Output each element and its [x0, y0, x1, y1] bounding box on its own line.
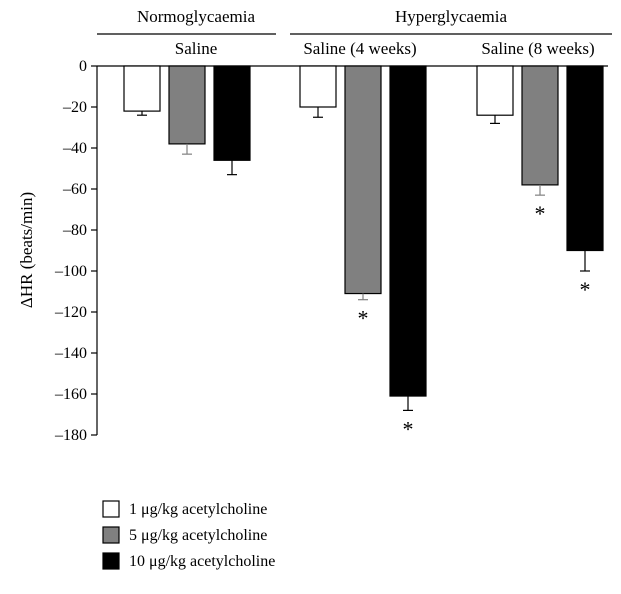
y-axis-label: ΔHR (beats/min): [17, 192, 36, 308]
y-tick-label: –20: [62, 99, 87, 116]
category-label: Saline (8 weeks): [481, 39, 594, 58]
significance-marker: *: [535, 201, 546, 226]
significance-marker: *: [403, 416, 414, 441]
group-label: Normoglycaemia: [137, 7, 255, 26]
bar: [389, 65, 427, 397]
bar: [344, 65, 382, 295]
legend-label: 1 μg/kg acetylcholine: [129, 501, 267, 518]
bar: [168, 65, 206, 145]
bar: [521, 65, 559, 186]
bar: [123, 65, 161, 112]
bars: * * * *: [123, 65, 604, 441]
legend-swatch: [102, 526, 120, 544]
group-label: Hyperglycaemia: [395, 7, 507, 26]
y-tick-label: –80: [62, 222, 87, 239]
bar: [566, 65, 604, 252]
bar: [476, 65, 514, 116]
y-tick-label: –180: [54, 427, 87, 444]
category-label: Saline: [175, 39, 218, 58]
group-header: Normoglycaemia Hyperglycaemia Saline Saline…: [97, 7, 612, 58]
bar: [213, 65, 251, 161]
legend-label: 5 μg/kg acetylcholine: [129, 527, 267, 544]
y-tick-label: –60: [62, 181, 87, 198]
y-tick-label: –140: [54, 345, 87, 362]
y-tick-label: –40: [62, 140, 87, 157]
category-label: Saline (4 weeks): [303, 39, 416, 58]
bar: [299, 65, 337, 108]
y-tick-label: –120: [54, 304, 87, 321]
significance-marker: *: [580, 277, 591, 302]
y-tick-label: –160: [54, 386, 87, 403]
legend-swatch: [102, 552, 120, 570]
legend-swatch: [102, 500, 120, 518]
legend: 1 μg/kg acetylcholine 5 μg/kg acetylcholi…: [102, 500, 275, 570]
legend-label: 10 μg/kg acetylcholine: [129, 553, 275, 570]
y-tick-label: 0: [79, 58, 87, 75]
significance-marker: *: [358, 306, 369, 331]
y-tick-label: –100: [54, 263, 87, 280]
